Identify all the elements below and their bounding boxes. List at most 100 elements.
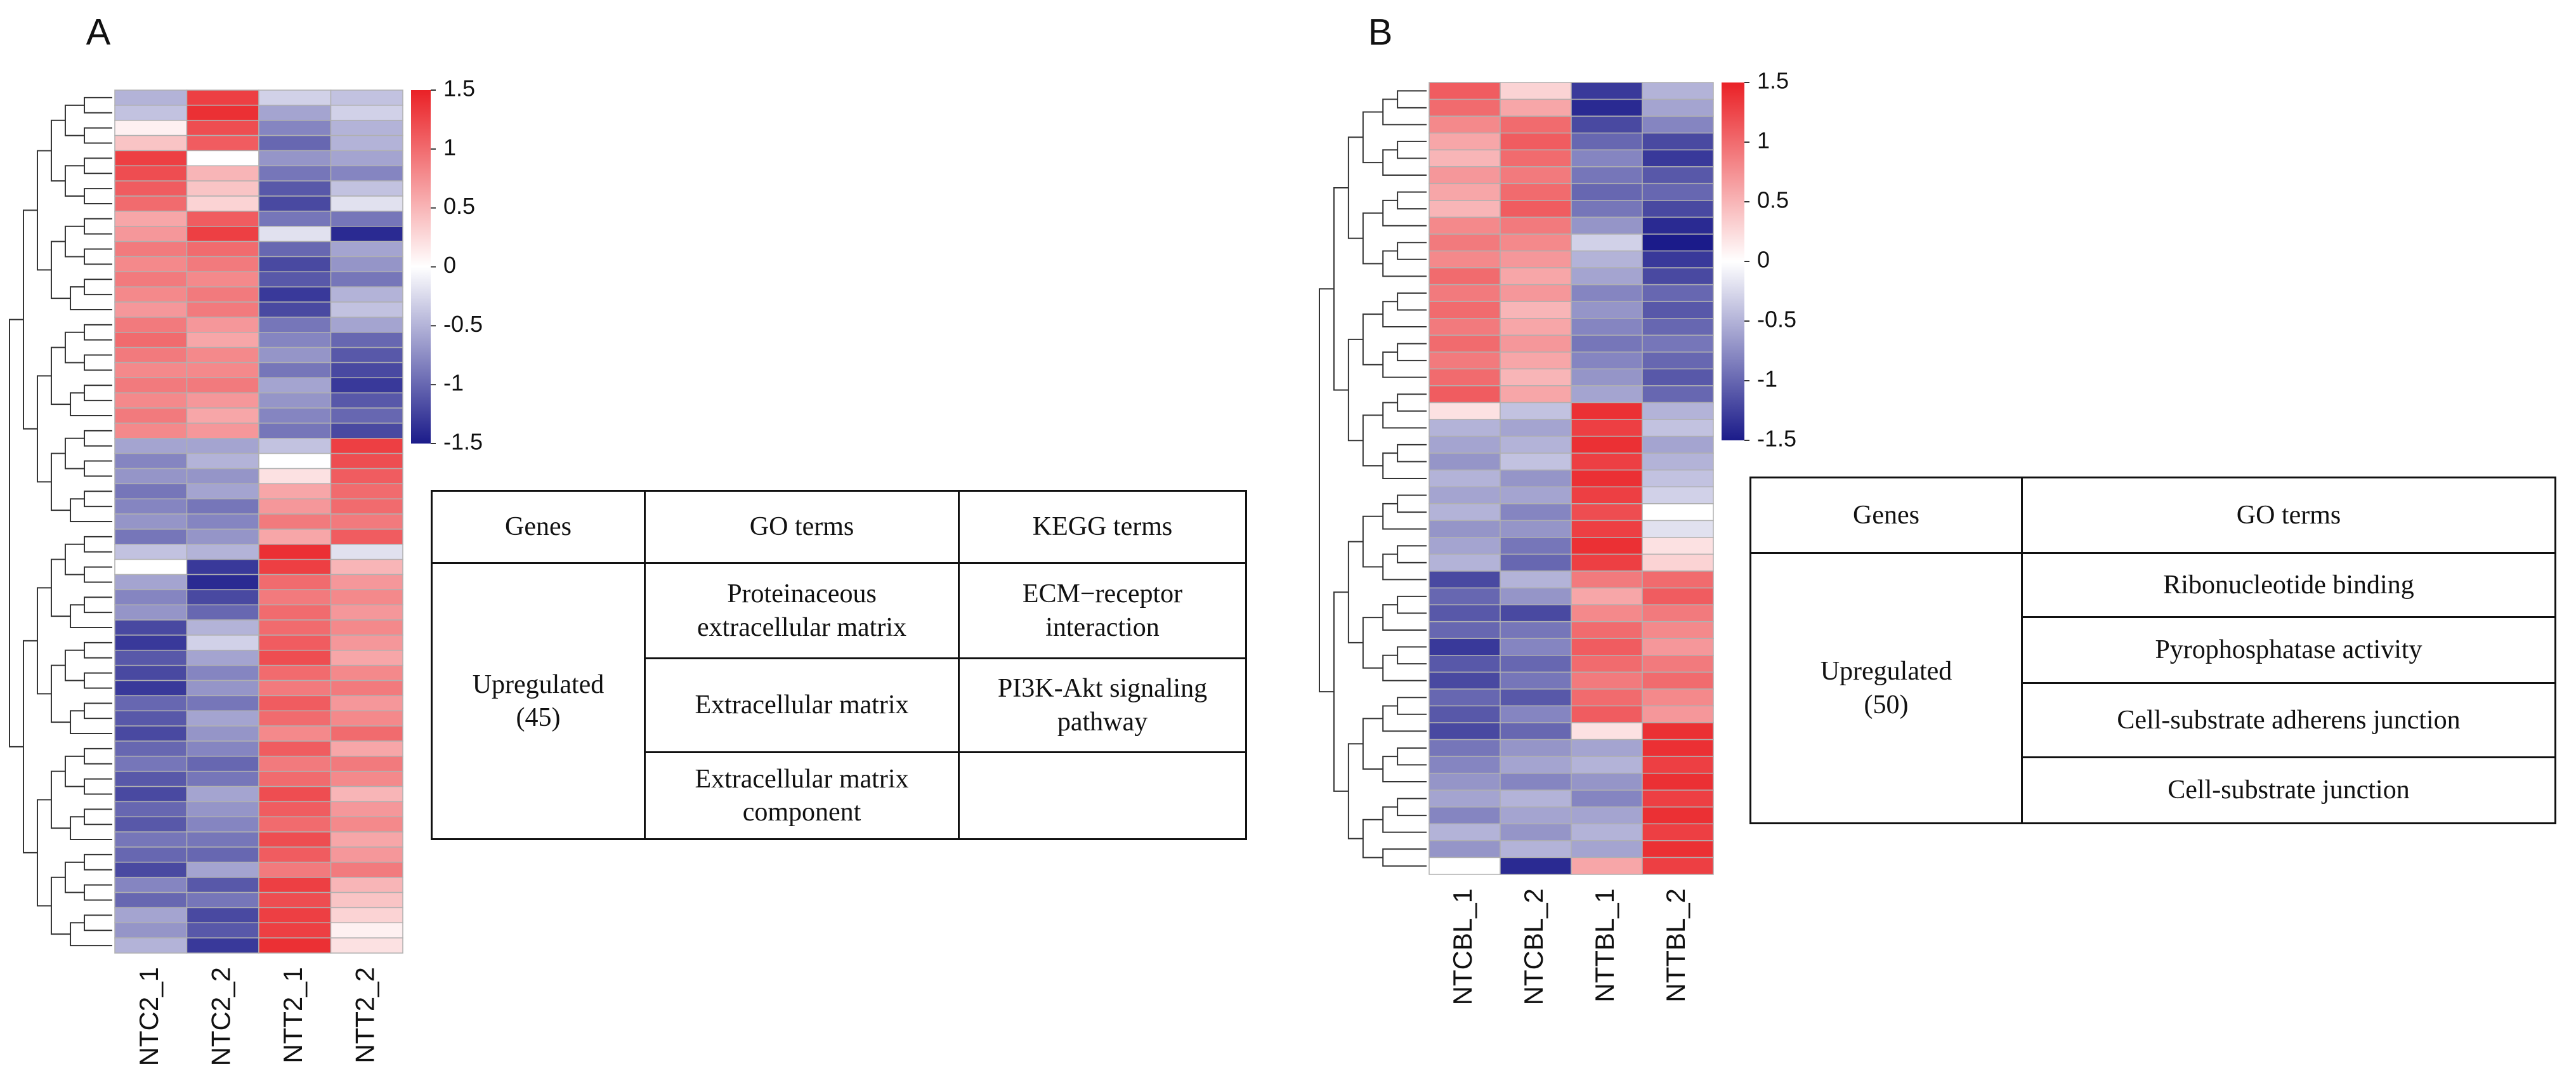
heatmap-cell (114, 195, 188, 212)
heatmap-cell (1642, 234, 1714, 252)
heatmap-cell (114, 544, 188, 560)
heatmap-cell (186, 725, 259, 742)
heatmap-cell (186, 876, 259, 893)
heatmap-cell (186, 240, 259, 258)
heatmap-cell (114, 346, 188, 364)
heatmap-cell (1429, 402, 1501, 420)
dendrogram-branch (1397, 646, 1427, 665)
dendrogram-branch (84, 853, 112, 871)
heatmap-cell (114, 317, 188, 333)
heatmap-cell (1642, 570, 1714, 589)
heatmap-cell (1500, 435, 1572, 454)
heatmap-cell (1642, 503, 1714, 522)
heatmap-cell (114, 438, 188, 454)
dendrogram-branch (1362, 414, 1383, 467)
heatmap-cell (1642, 722, 1714, 740)
heatmap-cell (186, 589, 259, 605)
heatmap-cell (1500, 520, 1572, 538)
heatmap-cell (1642, 115, 1714, 134)
header-cell: Genes (1749, 477, 2023, 554)
heatmap-cell (186, 513, 259, 530)
heatmap-cell (330, 211, 403, 227)
heatmap-cell (258, 710, 332, 727)
heatmap-cell (186, 150, 259, 167)
table-a: Genes GO terms KEGG terms Upregulated (4… (431, 490, 1247, 840)
heatmap-cell (1571, 183, 1643, 201)
heatmap-cell (330, 544, 403, 560)
heatmap-cell (330, 725, 403, 742)
heatmap-cell (1571, 789, 1643, 808)
heatmap-cell (330, 513, 403, 530)
heatmap-cell (1642, 284, 1714, 302)
heatmap-cell (1571, 503, 1643, 522)
heatmap-cell (1571, 857, 1643, 875)
dendrogram-branch (50, 876, 71, 935)
heatmap-cell (1500, 857, 1572, 875)
heatmap-cell (186, 180, 259, 197)
dendrogram-branch (64, 755, 85, 787)
heatmap-cell (114, 271, 188, 287)
heatmap-cell (1429, 216, 1501, 235)
dendrogram-branch (64, 331, 85, 364)
heatmap-cell (1429, 857, 1501, 875)
heatmap-cell (1429, 772, 1501, 791)
dendrogram-branch (1382, 553, 1427, 581)
heatmap-cell (1500, 452, 1572, 471)
color-bar-label: 0 (1757, 247, 1770, 273)
dendrogram-branch (84, 188, 112, 204)
heatmap-cell (1571, 352, 1643, 370)
heatmap-cell (1500, 419, 1572, 437)
heatmap-cell (1642, 823, 1714, 841)
heatmap-cell (1571, 671, 1643, 690)
heatmap-cell (330, 89, 403, 106)
heatmap-cell (186, 332, 259, 348)
dendrogram-branch (84, 127, 112, 144)
heatmap-cell (186, 756, 259, 772)
heatmap-cell (1571, 823, 1643, 841)
heatmap-cell (258, 105, 332, 121)
heatmap-cell (1642, 688, 1714, 707)
heatmap-cell (1429, 132, 1501, 150)
heatmap-cell (1571, 234, 1643, 252)
heatmap-cell (1571, 317, 1643, 336)
heatmap-cell (186, 892, 259, 909)
heatmap-cell (186, 119, 259, 136)
heatmap-cell (258, 937, 332, 954)
dendrogram-branch (1397, 545, 1427, 563)
heatmap-cell (258, 831, 332, 848)
dendrogram-branch (1382, 452, 1427, 479)
heatmap-cell (1500, 234, 1572, 252)
heatmap-cell (1571, 486, 1643, 504)
dendrogram-branch (50, 119, 65, 182)
heatmap-cell (330, 119, 403, 136)
heatmap-cell (1500, 604, 1572, 622)
heatmap-cell (186, 529, 259, 545)
heatmap-cell (114, 756, 188, 772)
heatmap-cell (1642, 216, 1714, 235)
heatmap-cell (330, 452, 403, 470)
heatmap-cell (1429, 284, 1501, 302)
heatmap-cell (1642, 166, 1714, 185)
go-term: Cell-substrate junction (2021, 756, 2556, 824)
heatmap-cell (258, 680, 332, 697)
heatmap-cell (1429, 115, 1501, 134)
dendrogram-branch (84, 566, 112, 583)
heatmap-cell (1500, 402, 1572, 420)
heatmap-cell (258, 574, 332, 591)
heatmap-cell (330, 801, 403, 818)
go-term: Proteinaceous extracellular matrix (644, 562, 960, 659)
heatmap-cell (1642, 857, 1714, 875)
heatmap-cell (1642, 638, 1714, 656)
heatmap-cell (114, 286, 188, 303)
heatmap-cell (1642, 352, 1714, 370)
heatmap-cell (330, 256, 403, 273)
dendrogram-branch (1382, 604, 1427, 631)
heatmap-cell (1642, 739, 1714, 757)
heatmap-cell (1500, 621, 1572, 640)
heatmap-cell (114, 392, 188, 409)
dendrogram-branch (1382, 250, 1427, 277)
heatmap-cell (258, 801, 332, 818)
column-label: NTC2_1 (134, 967, 164, 1066)
heatmap-cell (1571, 452, 1643, 471)
